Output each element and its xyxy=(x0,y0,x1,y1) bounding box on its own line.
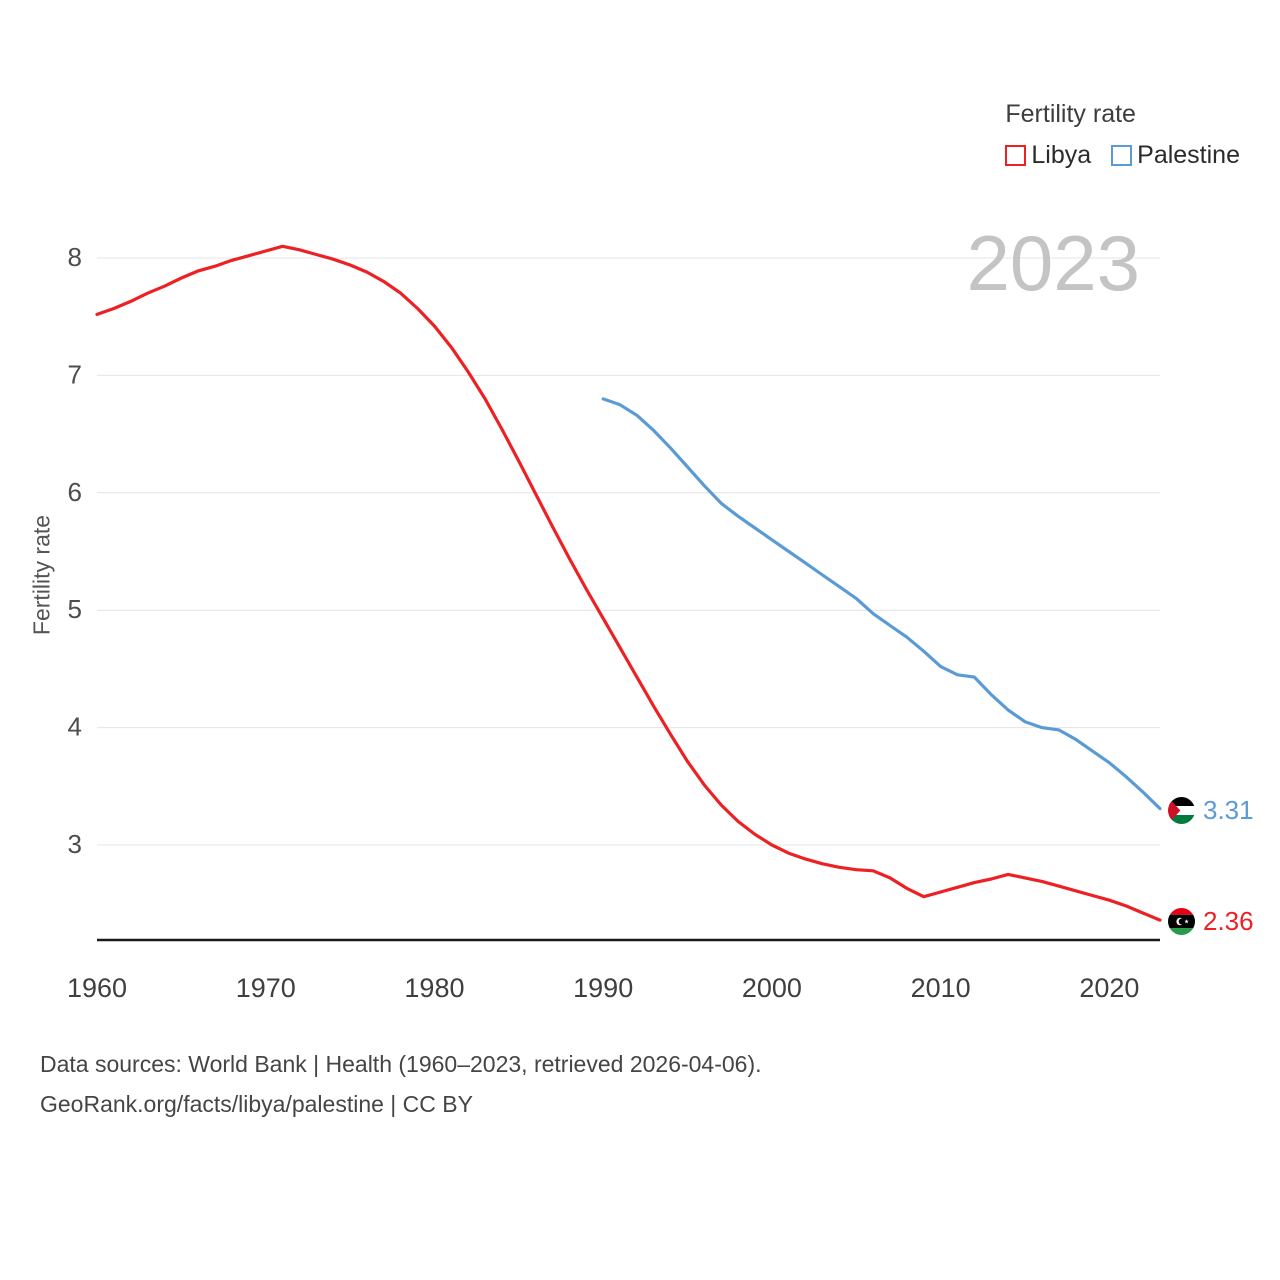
libya-end-label: 2.36 xyxy=(1168,906,1254,937)
footer-attribution: GeoRank.org/facts/libya/palestine | CC B… xyxy=(40,1091,473,1117)
y-tick-label: 7 xyxy=(68,359,82,389)
x-tick-label: 2010 xyxy=(911,973,971,1003)
x-tick-label: 1970 xyxy=(236,973,296,1003)
legend-item-libya: Libya xyxy=(1005,141,1091,170)
palestine-flag-icon xyxy=(1168,796,1195,824)
y-axis-title: Fertility rate xyxy=(28,514,55,636)
end-value: 2.36 xyxy=(1203,906,1254,937)
x-tick-label: 2020 xyxy=(1079,973,1139,1003)
legend-item-palestine: Palestine xyxy=(1111,141,1240,170)
libya-flag-icon xyxy=(1168,908,1195,936)
legend-label: Libya xyxy=(1031,141,1092,169)
legend-items: Libya Palestine xyxy=(1005,141,1240,170)
x-tick-label: 1990 xyxy=(573,973,633,1003)
legend-title: Fertility rate xyxy=(1005,100,1136,128)
x-tick-label: 2000 xyxy=(742,973,802,1003)
y-tick-label: 8 xyxy=(68,242,82,272)
y-tick-label: 3 xyxy=(68,829,82,859)
legend-label: Palestine xyxy=(1137,141,1240,169)
footer-sources: Data sources: World Bank | Health (1960–… xyxy=(40,1051,762,1077)
palestine-line xyxy=(601,397,1162,811)
y-tick-label: 4 xyxy=(68,712,82,742)
footer: Data sources: World Bank | Health (1960–… xyxy=(40,1044,762,1124)
x-tick-label: 1980 xyxy=(404,973,464,1003)
y-tick-label: 6 xyxy=(68,477,82,507)
libya-line xyxy=(95,244,1162,922)
legend: Fertility rate Libya Palestine xyxy=(1005,100,1240,170)
x-tick-label: 1960 xyxy=(67,973,127,1003)
legend-swatch-libya xyxy=(1005,145,1027,166)
legend-swatch-palestine xyxy=(1111,145,1133,166)
y-tick-label: 5 xyxy=(68,594,82,624)
year-watermark: 2023 xyxy=(966,219,1140,307)
palestine-end-label: 3.31 xyxy=(1168,795,1254,826)
end-value: 3.31 xyxy=(1203,794,1254,825)
